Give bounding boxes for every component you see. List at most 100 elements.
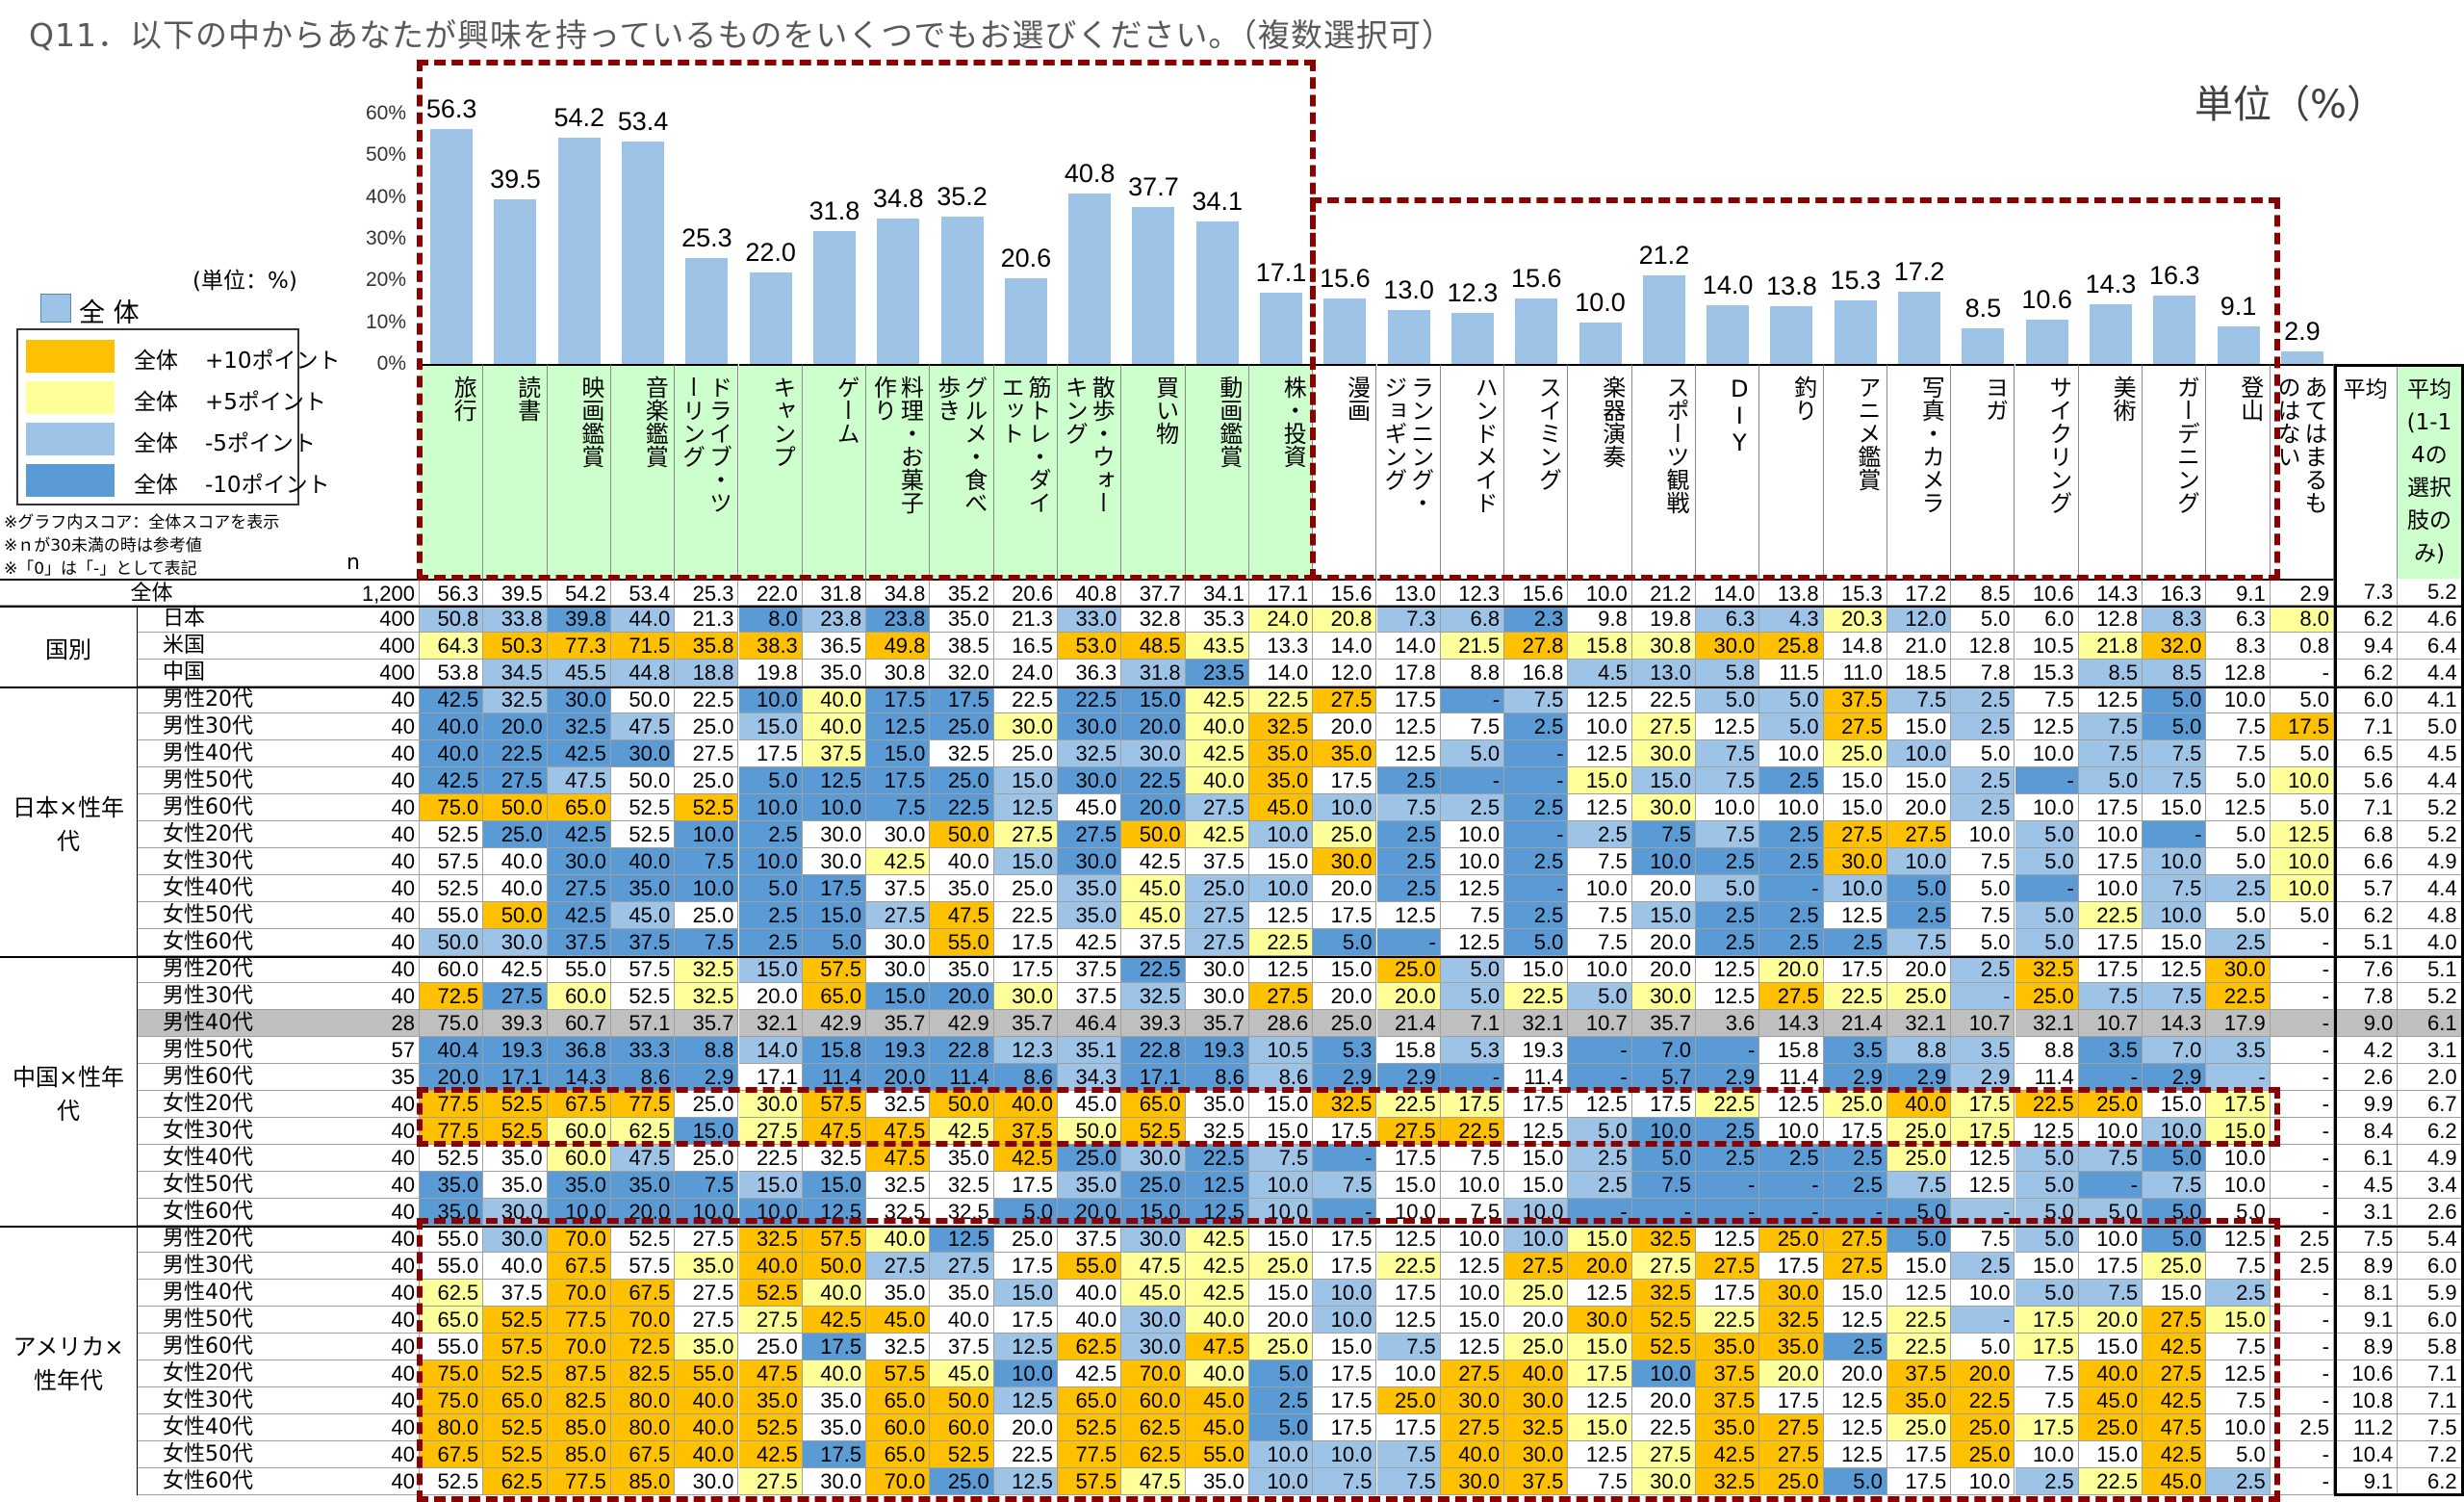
bar-value-label: 35.2 — [937, 182, 988, 212]
table-cell: 27.5 — [1823, 713, 1887, 740]
table-cell: 87.5 — [547, 1360, 611, 1387]
column-header-label: 登山 — [2236, 376, 2264, 422]
table-cell: 15.0 — [1631, 767, 1696, 794]
y-tick-label: 60% — [365, 102, 406, 125]
table-cell: 12.5 — [1951, 1145, 2015, 1172]
table-cell: 7.5 — [1886, 1172, 1952, 1199]
table-cell: 20.0 — [1823, 1360, 1887, 1387]
bar-value-label: 15.6 — [1510, 264, 1562, 294]
table-cell: 45.5 — [547, 660, 611, 686]
table-cell: 35.0 — [802, 1387, 867, 1414]
table-cell: 65.0 — [483, 1387, 548, 1414]
avg14-cell: 5.2 — [2398, 983, 2462, 1010]
table-cell: - — [2270, 956, 2334, 983]
table-cell: 5.0 — [802, 929, 867, 956]
table-cell: 12.5 — [2143, 956, 2207, 983]
legend-item-label: -10ポイント — [205, 473, 330, 498]
table-cell: 14.8 — [1823, 633, 1887, 660]
table-cell: 35.0 — [547, 1172, 611, 1199]
table-cell: 67.5 — [547, 1091, 611, 1118]
table-cell: 75.0 — [420, 1360, 484, 1387]
table-cell: 10.0 — [738, 794, 803, 821]
table-cell: - — [1440, 767, 1505, 794]
table-cell: 12.5 — [2206, 1360, 2271, 1387]
table-cell: 5.0 — [1951, 740, 2015, 767]
table-cell: 22.5 — [2078, 902, 2143, 929]
table-cell: 52.5 — [1631, 1307, 1696, 1334]
table-cell: 42.5 — [547, 740, 611, 767]
table-cell: 30.0 — [1696, 633, 1760, 660]
table-cell: 55.0 — [930, 929, 994, 956]
table-cell: 50.0 — [420, 929, 484, 956]
table-cell: 12.5 — [1568, 686, 1632, 713]
table-cell: 33.8 — [483, 606, 548, 633]
table-cell: 7.5 — [1376, 1441, 1441, 1468]
table-cell: 2.5 — [1376, 767, 1441, 794]
table-cell: 10.0 — [2270, 875, 2334, 902]
table-cell: 50.3 — [483, 633, 548, 660]
table-cell: 32.5 — [1759, 1307, 1824, 1334]
table-cell: 27.5 — [1759, 1414, 1824, 1441]
table-cell: 15.0 — [1376, 1172, 1441, 1199]
table-cell: 5.0 — [2206, 1199, 2271, 1226]
table-cell: 53.0 — [1058, 633, 1122, 660]
column-header: あてはまるものはない — [2270, 364, 2334, 579]
table-cell: 40.0 — [930, 848, 994, 875]
avg-cell: 10.6 — [2334, 1360, 2399, 1387]
table-cell: 42.9 — [930, 1010, 994, 1037]
table-cell: 22.5 — [2206, 983, 2271, 1010]
table-cell: 30.0 — [738, 1091, 803, 1118]
table-cell: 4.3 — [1759, 606, 1824, 633]
table-cell: - — [1696, 1172, 1760, 1199]
avg14-cell: 4.1 — [2398, 686, 2462, 713]
table-cell: 27.5 — [1185, 902, 1249, 929]
table-cell: 17.5 — [993, 956, 1058, 983]
table-cell: 42.5 — [1121, 848, 1186, 875]
table-cell: 10.0 — [1568, 875, 1632, 902]
table-cell: 2.5 — [1568, 821, 1632, 848]
table-cell: 7.5 — [2015, 1360, 2079, 1387]
bar-value-label: 14.0 — [1702, 271, 1754, 300]
table-cell: 2.5 — [1568, 1172, 1632, 1199]
table-cell: 5.0 — [738, 875, 803, 902]
table-cell: 20.3 — [1823, 606, 1887, 633]
table-cell: 50.0 — [930, 1091, 994, 1118]
table-cell: 10.0 — [1696, 794, 1760, 821]
table-cell: 17.5 — [993, 1307, 1058, 1334]
table-cell: 15.0 — [993, 848, 1058, 875]
table-cell: 10.0 — [1440, 848, 1505, 875]
table-cell: 7.5 — [1440, 1145, 1505, 1172]
table-cell: 3.5 — [2078, 1037, 2143, 1064]
bar-value-label: 2.9 — [2284, 317, 2321, 347]
row-label: 男性50代 — [138, 1307, 303, 1334]
table-cell: 27.5 — [1504, 1253, 1569, 1280]
avg14-cell: 5.4 — [2398, 1226, 2462, 1253]
table-cell: 15.0 — [1823, 767, 1887, 794]
table-cell: 15.0 — [738, 713, 803, 740]
table-cell: 10.0 — [738, 1199, 803, 1226]
table-cell: 67.5 — [547, 1253, 611, 1280]
table-cell: 22.5 — [1951, 1387, 2015, 1414]
table-cell: 25.0 — [1376, 1387, 1441, 1414]
table-cell: 32.5 — [866, 1091, 931, 1118]
avg14-cell: 7.5 — [2398, 1414, 2462, 1441]
table-cell: 52.5 — [675, 794, 739, 821]
table-cell: 7.5 — [1568, 902, 1632, 929]
table-cell: 40.0 — [738, 1253, 803, 1280]
table-cell: 22.5 — [1823, 983, 1887, 1010]
table-cell: 45.0 — [1121, 875, 1186, 902]
table-cell: 30.0 — [1121, 1145, 1186, 1172]
table-cell: 11.4 — [802, 1064, 867, 1091]
table-cell: 17.5 — [1313, 767, 1377, 794]
table-cell: 17.5 — [1823, 1118, 1887, 1145]
table-cell: 50.0 — [610, 686, 676, 713]
table-cell: 77.5 — [420, 1091, 484, 1118]
avg14-cell: 3.4 — [2398, 1172, 2462, 1199]
column-header: グルメ・食べ歩き — [930, 364, 994, 579]
column-header: ランニング・ジョギング — [1376, 364, 1441, 579]
table-cell: 15.0 — [1121, 686, 1186, 713]
table-cell: 13.0 — [1376, 579, 1441, 606]
column-header-label: DIY — [1726, 376, 1754, 456]
table-cell: 14.0 — [1248, 660, 1314, 686]
table-cell: 45.0 — [1185, 1387, 1249, 1414]
